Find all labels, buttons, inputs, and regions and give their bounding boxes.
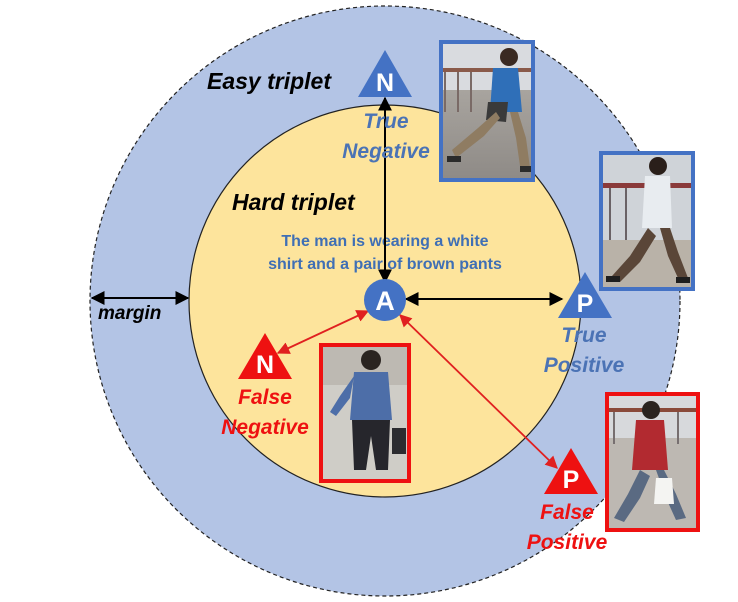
true-negative-marker: N xyxy=(358,50,412,97)
true-negative-label-line1: True xyxy=(363,110,408,133)
true-positive-photo xyxy=(599,151,695,291)
true-positive-label-line1: True xyxy=(561,324,606,347)
margin-label: margin xyxy=(98,303,161,324)
true-negative-label-line2: Negative xyxy=(342,140,430,163)
true-positive-label-line2: Positive xyxy=(544,354,625,377)
anchor-letter: A xyxy=(375,286,395,316)
false-negative-letter: N xyxy=(256,351,274,379)
easy-triplet-label: Easy triplet xyxy=(207,68,332,94)
false-positive-label-line1: False xyxy=(540,501,594,524)
true-negative-letter: N xyxy=(376,69,394,97)
anchor-to-false-negative-arrow xyxy=(276,310,370,354)
true-negative-photo xyxy=(439,40,535,182)
true-positive-marker: P xyxy=(558,272,612,318)
false-negative-marker: N xyxy=(238,333,292,379)
false-positive-marker: P xyxy=(544,448,598,494)
false-negative-label-line2: Negative xyxy=(221,416,309,439)
anchor-to-false-positive-arrow xyxy=(399,314,558,469)
true-positive-letter: P xyxy=(577,290,594,318)
anchor-marker: A xyxy=(364,279,406,321)
false-positive-label-line2: Positive xyxy=(527,531,608,554)
false-positive-letter: P xyxy=(563,466,580,494)
hard-triplet-label: Hard triplet xyxy=(232,189,356,215)
false-positive-photo xyxy=(605,392,700,532)
false-negative-photo xyxy=(319,343,411,483)
false-negative-label-line1: False xyxy=(238,386,292,409)
